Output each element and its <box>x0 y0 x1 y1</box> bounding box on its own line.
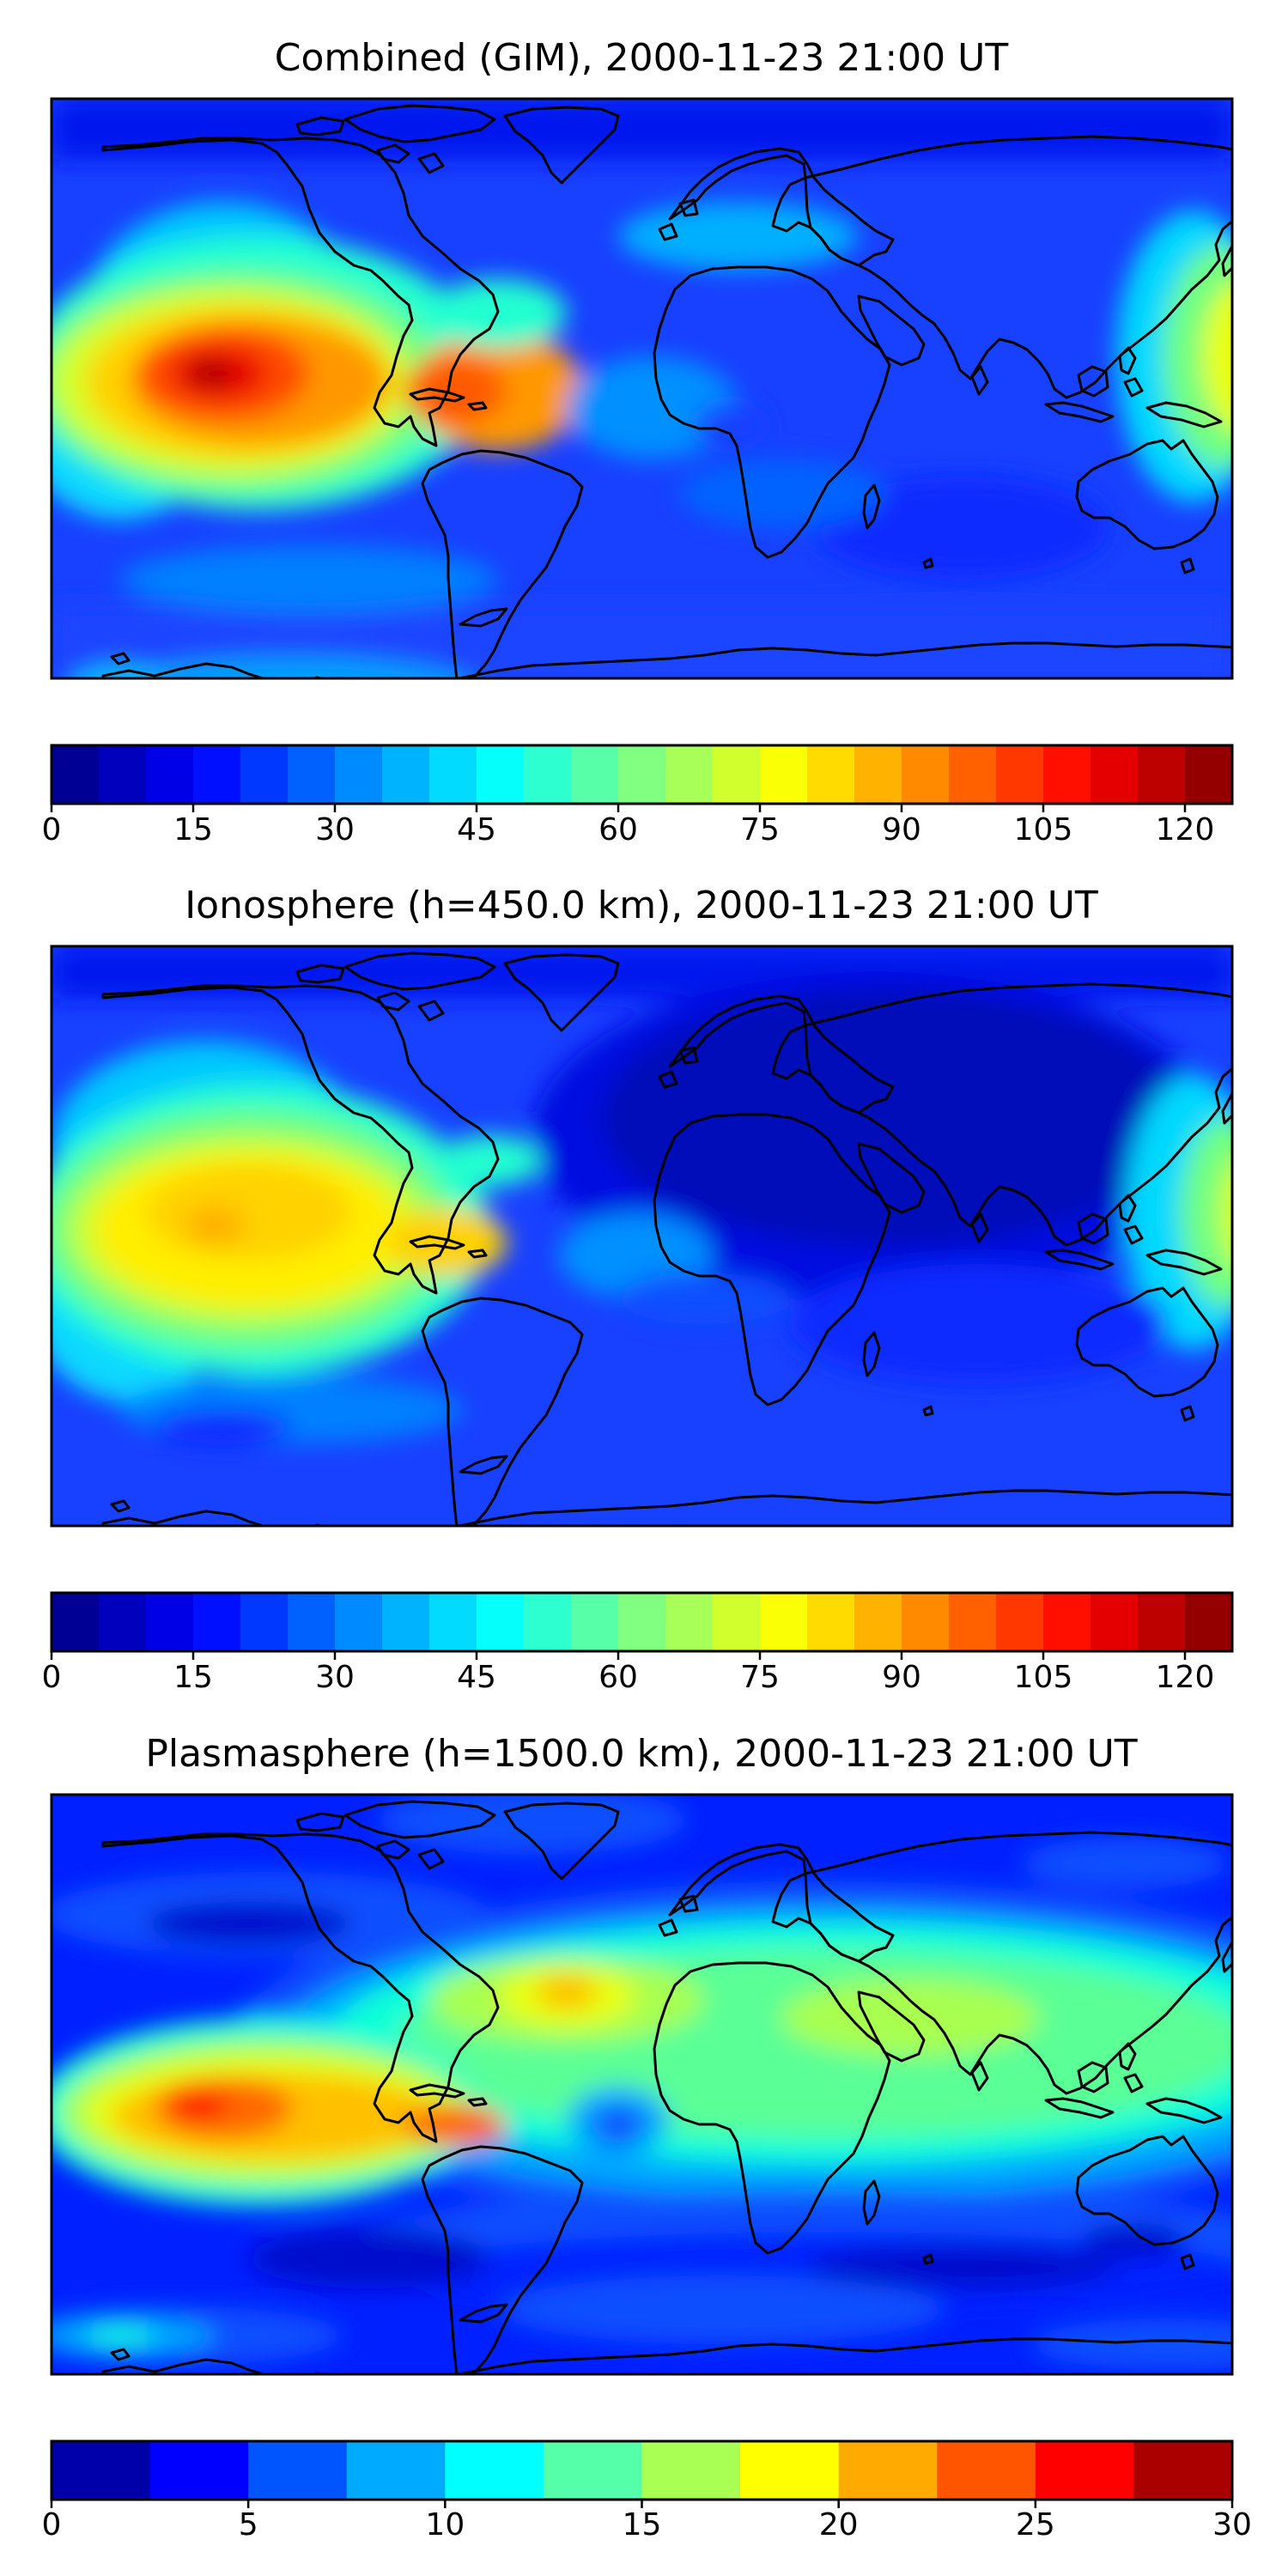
colorbar-segment <box>193 1593 241 1651</box>
colorbar-tick-label: 120 <box>1156 1660 1215 1695</box>
colorbar-tick-label: 5 <box>239 2507 258 2543</box>
panel1-map <box>52 99 1232 678</box>
colorbar-tick-label: 45 <box>457 812 496 848</box>
colorbar-segment <box>854 1593 902 1651</box>
colorbar-segment <box>193 745 241 804</box>
colorbar-tick-label: 15 <box>173 1660 213 1695</box>
colorbar-segment <box>1043 1593 1091 1651</box>
colorbar-segment <box>382 745 430 804</box>
colorbar-segment <box>854 745 902 804</box>
colorbar-segment <box>618 1593 666 1651</box>
colorbar-segment <box>99 1593 147 1651</box>
colorbar-segment <box>713 745 761 804</box>
colorbar-segment <box>146 1593 194 1651</box>
colorbar-segment <box>524 745 572 804</box>
colorbar-segment <box>335 745 383 804</box>
colorbar-segment <box>429 745 477 804</box>
colorbar-tick-label: 0 <box>42 812 62 848</box>
colorbar-segment <box>665 745 714 804</box>
colorbar-segment <box>288 745 336 804</box>
colorbar-tick-label: 30 <box>315 812 355 848</box>
colorbar-tick-label: 30 <box>315 1660 355 1695</box>
colorbar-segment <box>1091 1593 1139 1651</box>
colorbar-segment <box>760 1593 808 1651</box>
colorbar-segment <box>149 2441 249 2500</box>
colorbar-segment <box>618 745 666 804</box>
colorbar-tick-label: 75 <box>740 1660 780 1695</box>
panel2-title: Ionosphere (h=450.0 km), 2000-11-23 21:0… <box>185 884 1098 927</box>
colorbar-segment <box>641 2441 741 2500</box>
colorbar-segment <box>571 1593 619 1651</box>
colorbar-segment <box>1185 745 1233 804</box>
colorbar-segment <box>52 2441 151 2500</box>
colorbar-segment <box>445 2441 544 2500</box>
colorbar-tick-label: 15 <box>623 2507 662 2543</box>
panel1-colorbar: 0 15 30 45 60 75 90 105 120 <box>42 744 1234 848</box>
colorbar-segment <box>382 1593 430 1651</box>
colorbar-segment <box>52 1593 100 1651</box>
colorbar-segment <box>665 1593 714 1651</box>
colorbar-segment <box>571 745 619 804</box>
colorbar-tick-label: 60 <box>598 1660 638 1695</box>
colorbar-segment <box>1133 2441 1233 2500</box>
panel3-title: Plasmasphere (h=1500.0 km), 2000-11-23 2… <box>145 1732 1137 1776</box>
colorbar-segment <box>52 745 100 804</box>
colorbar-segment <box>838 2441 938 2500</box>
colorbar-segment <box>346 2441 446 2500</box>
panel2-map <box>52 946 1232 1526</box>
colorbar-tick-label: 0 <box>42 2507 62 2543</box>
colorbar-tick-label: 60 <box>598 812 638 848</box>
colorbar-segment <box>949 745 997 804</box>
colorbar-segment <box>429 1593 477 1651</box>
colorbar-segment <box>543 2441 643 2500</box>
colorbar-segment <box>713 1593 761 1651</box>
colorbar-segment <box>477 745 525 804</box>
colorbar-segment <box>740 2441 840 2500</box>
colorbar-frame <box>50 744 1234 805</box>
colorbar-segment <box>1185 1593 1233 1651</box>
colorbar-segment <box>146 745 194 804</box>
colorbar-tick-label: 10 <box>425 2507 465 2543</box>
panel3-map <box>52 1795 1232 2374</box>
colorbar-tick-label: 45 <box>457 1660 496 1695</box>
colorbar-segment <box>937 2441 1036 2500</box>
colorbar-tick-label: 20 <box>819 2507 859 2543</box>
colorbar-segment <box>240 1593 289 1651</box>
colorbar-segment <box>335 1593 383 1651</box>
panel3-colorbar: 0 5 10 15 20 25 30 <box>42 2439 1252 2543</box>
colorbar-tick-label: 0 <box>42 1660 62 1695</box>
colorbar-tick-label: 120 <box>1156 812 1215 848</box>
colorbar-segment <box>949 1593 997 1651</box>
colorbar-tick-label: 25 <box>1016 2507 1055 2543</box>
colorbar-segment <box>240 745 289 804</box>
panel2-colorbar: 0 15 30 45 60 75 90 105 120 <box>42 1591 1234 1695</box>
colorbar-segment <box>760 745 808 804</box>
colorbar-segment <box>524 1593 572 1651</box>
colorbar-segment <box>1043 745 1091 804</box>
colorbar-segment <box>1091 745 1139 804</box>
colorbar-segment <box>1035 2441 1135 2500</box>
colorbar-tick-label: 15 <box>173 812 213 848</box>
colorbar-tick-label: 90 <box>882 812 921 848</box>
colorbar-segment <box>996 1593 1044 1651</box>
colorbar-segment <box>902 1593 950 1651</box>
colorbar-segment <box>288 1593 336 1651</box>
colorbar-segment <box>1138 1593 1186 1651</box>
colorbar-tick-label: 105 <box>1014 812 1073 848</box>
colorbar-tick-label: 90 <box>882 1660 921 1695</box>
colorbar-segment <box>248 2441 348 2500</box>
colorbar-segment <box>807 745 855 804</box>
colorbar-segment <box>902 745 950 804</box>
colorbar-segment <box>1138 745 1186 804</box>
colorbar-segment <box>477 1593 525 1651</box>
colorbar-segment <box>807 1593 855 1651</box>
colorbar-frame <box>50 1591 1234 1653</box>
colorbar-tick-label: 30 <box>1212 2507 1252 2543</box>
colorbar-tick-label: 105 <box>1014 1660 1073 1695</box>
colorbar-segment <box>996 745 1044 804</box>
colorbar-segment <box>99 745 147 804</box>
colorbar-tick-label: 75 <box>740 812 780 848</box>
panel1-title: Combined (GIM), 2000-11-23 21:00 UT <box>275 36 1009 80</box>
